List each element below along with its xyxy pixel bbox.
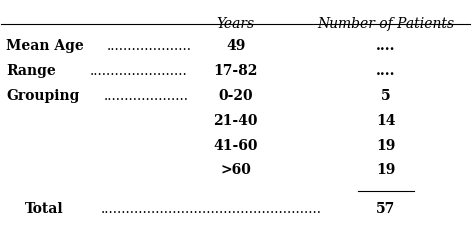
Text: >60: >60 xyxy=(220,163,251,177)
Text: 14: 14 xyxy=(376,113,395,127)
Text: Range: Range xyxy=(6,64,56,78)
Text: ....: .... xyxy=(376,64,395,78)
Text: Years: Years xyxy=(217,17,255,31)
Text: 21-40: 21-40 xyxy=(213,113,258,127)
Text: .......................: ....................... xyxy=(90,64,187,78)
Text: 19: 19 xyxy=(376,163,395,177)
Text: Total: Total xyxy=(25,201,64,215)
Text: 41-60: 41-60 xyxy=(213,138,258,152)
Text: 0-20: 0-20 xyxy=(219,89,253,103)
Text: Mean Age: Mean Age xyxy=(6,39,84,53)
Text: 5: 5 xyxy=(381,89,391,103)
Text: 19: 19 xyxy=(376,138,395,152)
Text: 57: 57 xyxy=(376,201,395,215)
Text: Grouping: Grouping xyxy=(6,89,80,103)
Text: 49: 49 xyxy=(226,39,246,53)
Text: ....................: .................... xyxy=(107,39,191,53)
Text: ....................: .................... xyxy=(104,89,189,103)
Text: ....................................................: ........................................… xyxy=(100,201,322,215)
Text: Number of Patients: Number of Patients xyxy=(317,17,455,31)
Text: ....: .... xyxy=(376,39,395,53)
Text: 17-82: 17-82 xyxy=(214,64,258,78)
